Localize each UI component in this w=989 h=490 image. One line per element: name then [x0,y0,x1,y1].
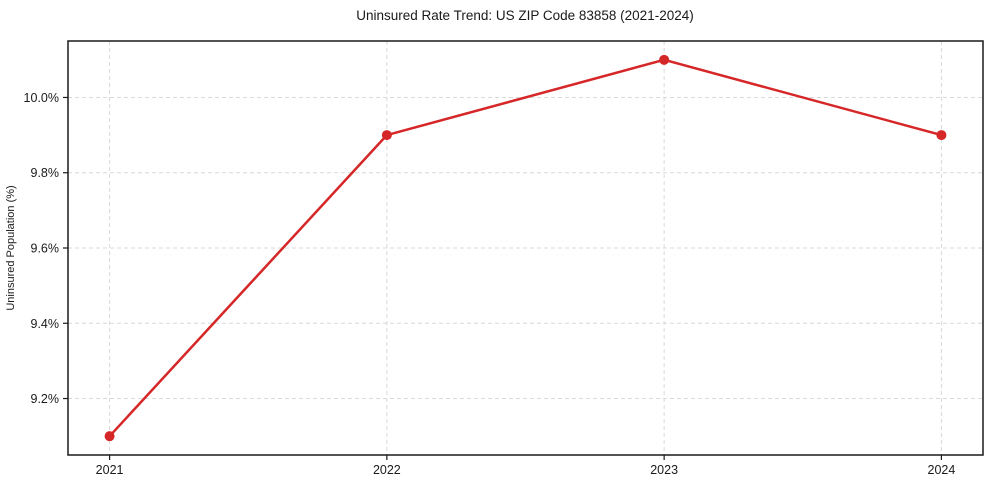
x-tick-label: 2024 [928,463,956,477]
x-tick-label: 2021 [96,463,124,477]
chart-title: Uninsured Rate Trend: US ZIP Code 83858 … [356,8,693,23]
y-tick-label: 9.4% [31,317,60,331]
y-tick-label: 9.6% [31,242,60,256]
axis-ticks [63,96,943,460]
data-point-marker [104,431,115,442]
y-tick-label: 9.2% [31,392,60,406]
axis-tick-labels: 2021 2022 2023 2024 9.2% 9.4% 9.6% 9.8% 10.0% [24,91,956,477]
y-axis-label: Uninsured Population (%) [5,185,17,310]
gridlines [68,41,983,455]
trend-line [108,58,943,438]
y-tick-label: 9.8% [31,166,60,180]
x-tick-label: 2023 [650,463,678,477]
data-point-marker [381,130,392,141]
y-tick-label: 10.0% [24,91,59,105]
data-series-layer [104,54,947,442]
x-tick-label: 2022 [373,463,401,477]
data-point-marker [659,54,670,65]
data-point-marker [936,130,947,141]
